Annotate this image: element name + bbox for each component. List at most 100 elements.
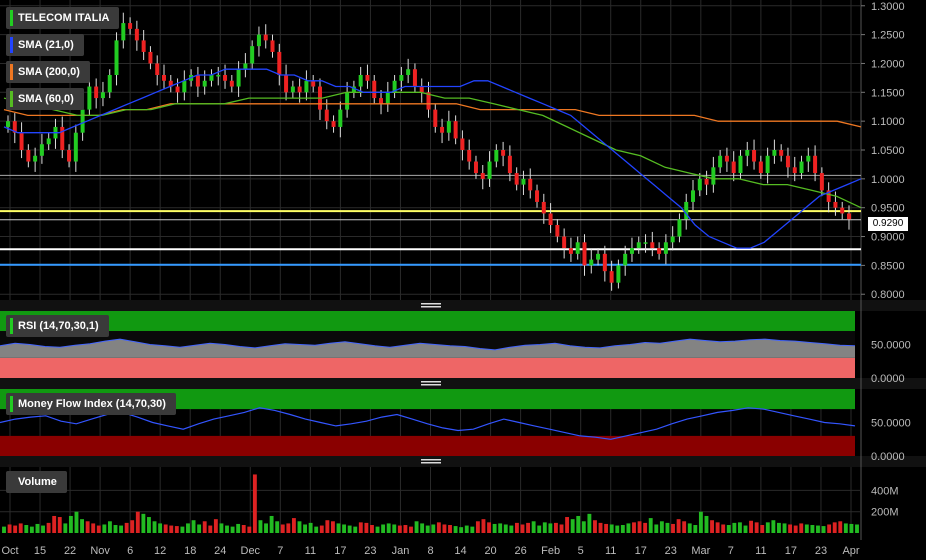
volume-bar: [659, 521, 664, 533]
candle-body: [765, 155, 770, 174]
volume-bar: [124, 522, 129, 533]
volume-bar: [208, 525, 213, 533]
volume-bar: [180, 526, 185, 533]
volume-bar: [693, 525, 698, 533]
candle-body: [453, 121, 458, 139]
volume-bar: [414, 521, 419, 533]
legend-sma60-text: SMA (60,0): [18, 93, 74, 105]
volume-bar: [13, 525, 18, 533]
volume-bar: [35, 523, 40, 533]
x-tick-label: Apr: [842, 545, 859, 557]
volume-bar: [57, 517, 62, 533]
volume-bar: [381, 524, 386, 533]
legend-sma200-text: SMA (200,0): [18, 66, 80, 78]
volume-bar: [682, 521, 687, 533]
candle-body: [284, 75, 289, 93]
candle-body: [324, 109, 329, 122]
legend-sma60[interactable]: SMA (60,0): [6, 88, 84, 110]
candle-body: [684, 201, 689, 220]
x-tick-label: 17: [635, 545, 647, 557]
volume-bar: [392, 524, 397, 533]
volume-bar: [63, 523, 68, 533]
volume-bar: [113, 525, 118, 533]
volume-panel-label[interactable]: Volume: [6, 471, 67, 493]
volume-bar: [632, 522, 636, 533]
volume-bar: [520, 524, 525, 533]
volume-bar: [230, 526, 235, 533]
volume-bar: [832, 522, 837, 533]
price-axis-label: 0.8500: [871, 260, 905, 272]
volume-bar: [654, 524, 659, 533]
candle-body: [6, 121, 10, 127]
candle-body: [128, 23, 133, 29]
volume-bar: [509, 525, 514, 533]
legend-sma21[interactable]: SMA (21,0): [6, 34, 84, 56]
volume-bar: [46, 522, 51, 533]
mfi-line: [0, 407, 856, 440]
candle-body: [623, 253, 628, 266]
volume-bar: [559, 524, 564, 533]
candle-body: [833, 201, 838, 208]
volume-bar: [637, 521, 642, 533]
mfi-panel-label[interactable]: Money Flow Index (14,70,30): [6, 393, 176, 415]
volume-bar: [85, 521, 90, 533]
candle-body: [338, 109, 343, 127]
volume-bar: [24, 525, 29, 533]
volume-bar: [749, 520, 754, 533]
candle-body: [223, 75, 228, 81]
candle-body: [392, 80, 397, 93]
volume-bar: [838, 521, 843, 533]
candle-body: [426, 92, 431, 110]
price-splitter: [0, 300, 926, 311]
legend-sma200[interactable]: SMA (200,0): [6, 61, 90, 83]
volume-bar: [587, 513, 592, 533]
x-tick-label: Feb: [541, 545, 560, 557]
candle-body: [365, 75, 370, 81]
volume-bar: [375, 526, 380, 533]
volume-bar: [191, 520, 196, 533]
volume-bar: [91, 523, 96, 533]
candle-body: [535, 190, 540, 202]
volume-bar: [503, 524, 508, 533]
candle-body: [12, 121, 17, 133]
legend-sma21-text: SMA (21,0): [18, 39, 74, 51]
rsi-oversold-band: [0, 357, 855, 378]
price-axis-label: 1.0500: [871, 145, 905, 157]
rsi-panel-label[interactable]: RSI (14,70,30,1): [6, 315, 109, 337]
candle-body: [250, 46, 255, 64]
price-splitter-grip-1: [421, 303, 441, 305]
candle-body: [697, 178, 702, 191]
volume-bar: [721, 524, 726, 533]
volume-bar: [163, 524, 168, 533]
volume-bar: [135, 511, 140, 533]
volume-bar: [29, 526, 34, 533]
volume-bar: [464, 525, 469, 533]
x-tick-label: 5: [578, 545, 584, 557]
candle-body: [487, 161, 492, 179]
sma60-line: [3, 91, 862, 209]
price-axis-label: 1.2500: [871, 30, 905, 42]
volume-bar: [765, 522, 770, 533]
price-axis-label: 1.1000: [871, 116, 905, 128]
volume-bar: [648, 518, 653, 533]
legend-title[interactable]: TELECOM ITALIA: [6, 7, 120, 29]
candle-body: [412, 69, 417, 87]
volume-bar: [68, 515, 73, 533]
legend-sma21-swatch: [10, 37, 13, 53]
volume-bar: [241, 525, 246, 533]
candle-body: [446, 121, 451, 133]
volume-bar: [425, 525, 430, 533]
volume-bar: [604, 523, 609, 533]
volume-bar: [475, 521, 480, 533]
candle-body: [351, 86, 356, 93]
volume-bar: [297, 521, 302, 533]
x-tick-label: 14: [454, 545, 466, 557]
candle-body: [19, 132, 24, 150]
candle-body: [596, 253, 601, 260]
volume-bar: [470, 526, 475, 533]
x-tick-label: Jan: [392, 545, 410, 557]
x-tick-label: 6: [127, 545, 133, 557]
price-tag: 0.9290: [868, 217, 908, 231]
